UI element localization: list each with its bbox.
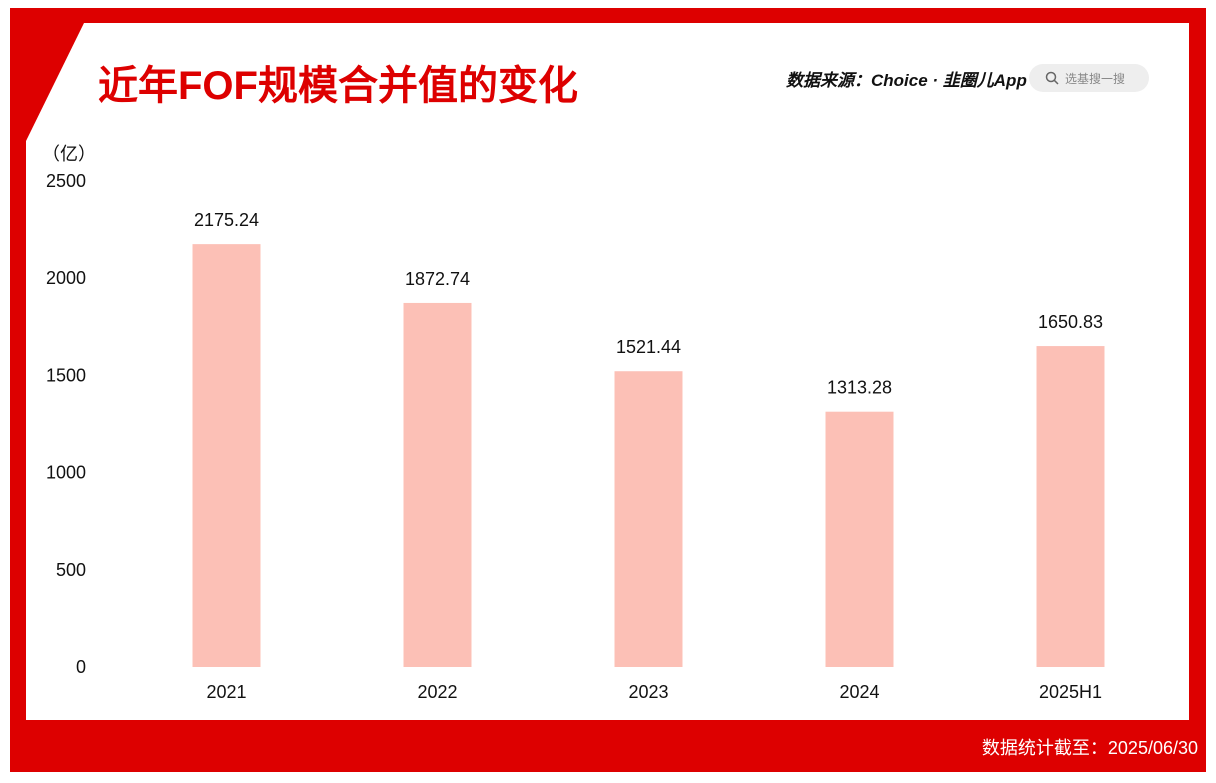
search-box[interactable]: 选基搜一搜 (1029, 64, 1149, 92)
bar-chart: 0 500 1000 1500 2000 2500 2175.24 2021 1872.74 20… (46, 171, 1105, 702)
x-tick-label: 2025H1 (1039, 682, 1102, 702)
y-tick-label: 2000 (46, 268, 86, 288)
bar (825, 411, 894, 667)
chart-card: 近年FOF规模合并值的变化 数据来源：Choice · 韭圈儿App 选基搜一搜… (26, 23, 1189, 720)
page-title: 近年FOF规模合并值的变化 (98, 64, 578, 108)
bar (614, 371, 683, 667)
bar-value-label: 2175.24 (194, 210, 259, 230)
y-tick-label: 1000 (46, 463, 86, 483)
y-tick-label: 1500 (46, 365, 86, 385)
search-placeholder: 选基搜一搜 (1065, 71, 1126, 86)
x-tick-label: 2024 (839, 682, 879, 702)
y-tick-label: 2500 (46, 171, 86, 191)
search-icon (1045, 71, 1059, 85)
bar (1036, 346, 1105, 667)
bar-value-label: 1872.74 (405, 269, 470, 289)
bar-value-label: 1650.83 (1038, 312, 1103, 332)
corner-arrow-decoration (26, 23, 84, 141)
x-tick-label: 2022 (417, 682, 457, 702)
bar-value-label: 1313.28 (827, 378, 892, 398)
y-tick-label: 0 (76, 657, 86, 677)
y-axis-unit: （亿） (42, 144, 96, 164)
bar (192, 244, 261, 667)
y-tick-label: 500 (56, 560, 86, 580)
bar (403, 302, 472, 667)
bar-value-label: 1521.44 (616, 337, 681, 357)
data-source: 数据来源：Choice · 韭圈儿App (786, 71, 1027, 90)
x-tick-label: 2023 (628, 682, 668, 702)
x-tick-label: 2021 (206, 682, 246, 702)
data-date-note: 数据统计截至：2025/06/30 (981, 738, 1198, 758)
